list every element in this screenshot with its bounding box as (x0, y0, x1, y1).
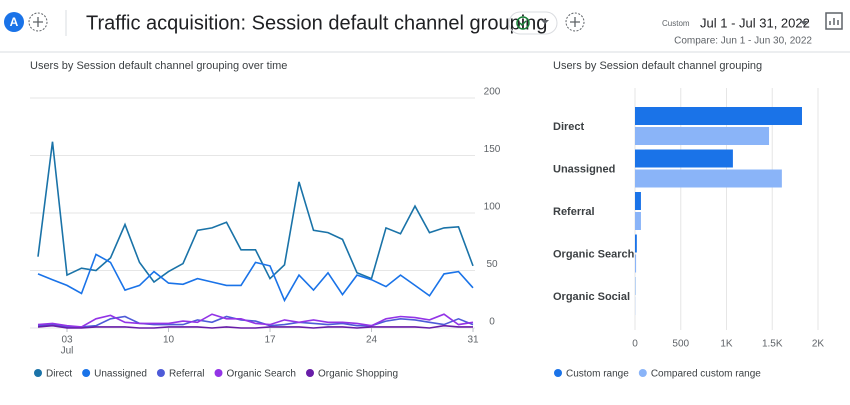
legend-swatch (639, 369, 647, 377)
bar (635, 212, 641, 230)
legend-swatch (554, 369, 562, 377)
category-label: Referral (553, 206, 595, 218)
x-tick-label: 03 (61, 335, 73, 346)
y-tick-label: 50 (486, 259, 498, 270)
bar (635, 150, 733, 168)
date-range[interactable]: Jul 1 - Jul 31, 2022 (700, 15, 810, 30)
y-tick-label: 0 (489, 317, 495, 328)
series-line (38, 326, 473, 328)
legend-swatch (157, 369, 165, 377)
plus-icon (33, 17, 43, 27)
legend-label: Compared custom range (651, 369, 761, 380)
customize-icon (830, 18, 838, 25)
avatar-letter: A (10, 15, 19, 29)
y-tick-label: 200 (484, 87, 501, 98)
x-tick-label: 1K (720, 339, 733, 350)
legend-label: Unassigned (94, 369, 147, 380)
legend-label: Custom range (566, 369, 629, 380)
x-tick-label: 10 (163, 335, 175, 346)
legend-swatch (215, 369, 223, 377)
category-label: Organic Search (553, 248, 635, 260)
chart-title: Users by Session default channel groupin… (553, 60, 762, 72)
bar (635, 127, 769, 145)
bar (635, 170, 782, 188)
category-label: Direct (553, 121, 585, 133)
bar (635, 255, 636, 273)
x-tick-label: 17 (264, 335, 276, 346)
bar (635, 235, 637, 253)
compare-range: Compare: Jun 1 - Jun 30, 2022 (674, 36, 812, 47)
series-line (38, 254, 473, 300)
chart-title: Users by Session default channel groupin… (30, 60, 287, 72)
category-label: Organic Social (553, 291, 630, 303)
y-tick-label: 100 (484, 202, 501, 213)
x-tick-label: 1.5K (762, 339, 783, 350)
legend-swatch (306, 369, 314, 377)
legend-swatch (34, 369, 42, 377)
page-title: Traffic acquisition: Session default cha… (86, 12, 547, 34)
x-tick-label: 0 (632, 339, 638, 350)
plus-icon (570, 17, 580, 27)
category-label: Unassigned (553, 163, 615, 175)
series-line (38, 142, 473, 282)
y-tick-label: 150 (484, 144, 501, 155)
x-tick-label: 500 (672, 339, 689, 350)
x-month-label: Jul (61, 346, 74, 357)
legend-swatch (82, 369, 90, 377)
x-tick-label: 31 (467, 335, 479, 346)
bar (635, 192, 641, 210)
date-label: Custom (662, 19, 690, 28)
legend-label: Referral (169, 369, 205, 380)
series-line (38, 317, 473, 327)
legend-label: Organic Search (227, 369, 296, 380)
x-tick-label: 2K (812, 339, 825, 350)
bar (635, 107, 802, 125)
legend-label: Organic Shopping (318, 369, 398, 380)
x-tick-label: 24 (366, 335, 378, 346)
legend-label: Direct (46, 369, 72, 380)
